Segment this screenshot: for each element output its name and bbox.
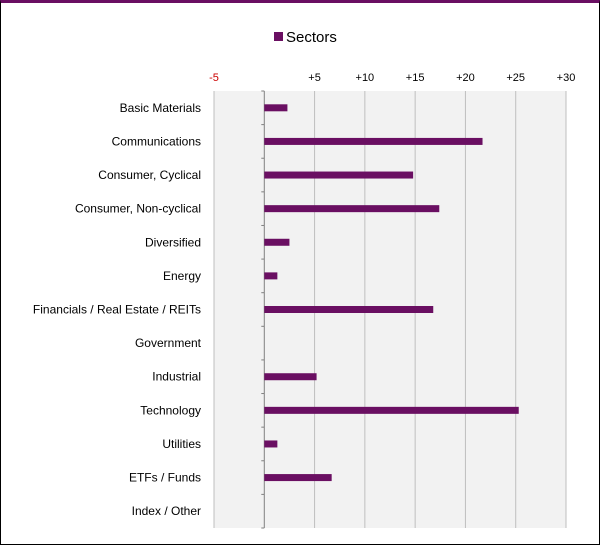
bar-4 bbox=[264, 238, 290, 246]
category-label: Financials / Real Estate / REITs bbox=[33, 303, 201, 317]
legend-swatch bbox=[274, 32, 283, 41]
bar-3 bbox=[264, 205, 440, 213]
x-tick-label: +20 bbox=[456, 72, 475, 84]
category-label: Government bbox=[135, 336, 202, 350]
x-tick-label: +5 bbox=[308, 72, 321, 84]
category-label: Communications bbox=[112, 134, 201, 148]
bar-9 bbox=[264, 406, 519, 414]
category-label: ETFs / Funds bbox=[129, 471, 201, 485]
category-label: Consumer, Cyclical bbox=[98, 168, 201, 182]
x-tick-label: -5 bbox=[209, 72, 219, 84]
x-tick-label: +25 bbox=[506, 72, 525, 84]
category-label: Basic Materials bbox=[120, 101, 201, 115]
x-tick-label: +15 bbox=[406, 72, 425, 84]
bar-1 bbox=[264, 137, 483, 145]
category-label: Industrial bbox=[152, 370, 201, 384]
category-label: Index / Other bbox=[132, 504, 201, 518]
category-label: Technology bbox=[140, 403, 201, 417]
bar-5 bbox=[264, 272, 278, 280]
category-label: Diversified bbox=[145, 235, 201, 249]
category-label: Utilities bbox=[162, 437, 201, 451]
sector-bar-chart: -5 +5 +10 +15 +20 +25 +30 Basic Materials Commun… bbox=[33, 29, 576, 529]
bar-8 bbox=[264, 373, 317, 381]
category-label: Energy bbox=[163, 269, 201, 283]
category-label: Consumer, Non-cyclical bbox=[75, 202, 201, 216]
bar-2 bbox=[264, 171, 414, 179]
x-tick-label: +10 bbox=[356, 72, 375, 84]
bar-11 bbox=[264, 474, 332, 482]
bar-6 bbox=[264, 306, 434, 313]
bar-0 bbox=[264, 104, 288, 112]
bar-10 bbox=[264, 440, 278, 448]
legend-label: Sectors bbox=[286, 29, 337, 46]
x-tick-label: +30 bbox=[557, 72, 576, 84]
